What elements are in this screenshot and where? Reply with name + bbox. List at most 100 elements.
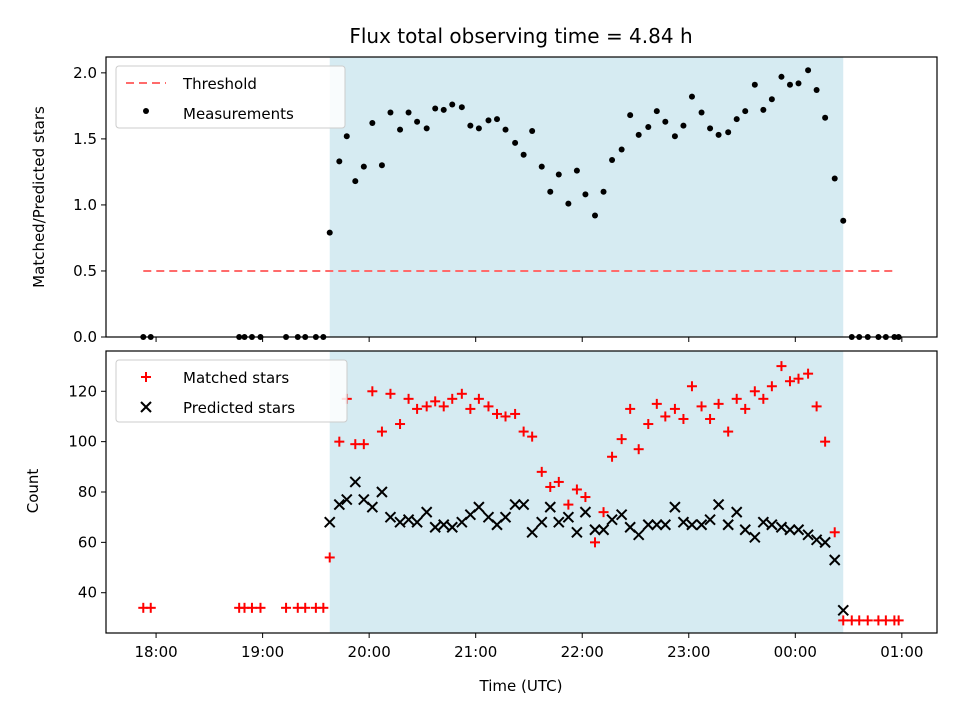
matched-star-point [563,499,574,510]
measurement-point [547,188,554,195]
measurement-point [645,124,652,130]
matched-star-point [758,393,769,404]
y-tick-label: 0.0 [73,328,97,346]
measurement-point [582,191,589,198]
measurement-point [432,105,439,112]
matched-star-point [553,476,564,487]
predicted-star-point [829,554,841,566]
matched-star-point [571,484,582,495]
measurement-point [627,112,634,119]
matched-star-point [862,615,873,626]
legend-predicted-swatch [140,401,152,413]
predicted-star-point [784,524,796,536]
measurement-point [352,178,359,185]
predicted-star-point [349,476,362,488]
y-tick-label: 120 [68,382,97,400]
predicted-star-point [642,519,654,531]
predicted-star-point [544,501,556,513]
measurement-point [831,175,838,182]
predicted-star-point [411,516,423,528]
measurement-point [502,126,509,133]
predicted-star-point [775,521,788,533]
predicted-star-point [438,519,450,531]
predicted-star-point [677,516,690,528]
y-axis-label-ratio: Matched/Predicted stars [30,106,48,288]
legend-label: Measurements [183,105,294,123]
matched-star-point [893,615,904,626]
predicted-star-point [341,493,353,506]
predicted-star-point [589,524,601,536]
measurement-point [715,131,722,138]
matched-star-point [376,426,387,437]
matched-star-point [880,615,891,626]
predicted-star-point [819,536,831,549]
matched-star-point [281,602,292,613]
matched-star-point [318,602,329,613]
matched-star-point [545,481,556,492]
matched-star-point [820,436,831,447]
measurement-point [688,93,695,100]
matched-star-point [749,386,760,397]
matched-star-point [784,376,795,387]
matched-star-point [633,444,644,455]
predicted-star-point [579,506,592,518]
x-tick-label: 21:00 [454,643,497,661]
measurement-point [378,162,385,169]
matched-star-point [518,426,529,437]
measurement-point [336,158,343,165]
matched-star-point [350,439,361,450]
measurement-point [475,125,482,132]
matched-star-point [803,368,814,379]
y-tick-label: 80 [78,483,97,501]
predicted-star-point [810,534,823,546]
measurement-point [405,109,412,116]
observing-window-band [329,351,844,633]
matched-star-point [385,388,396,399]
measurement-point [653,108,660,115]
measurement-point [555,171,562,178]
predicted-star-point [606,513,618,526]
predicted-star-point [686,519,698,531]
x-tick-label: 20:00 [348,643,391,661]
predicted-star-point [615,508,628,521]
legend-matched-swatch [141,372,151,382]
measurement-point [609,157,616,164]
matched-star-point [246,602,257,613]
matched-star-point [829,527,840,538]
measurement-point [520,151,527,158]
measurement-point [485,117,492,124]
measurement-point [698,109,705,116]
matched-star-point [483,401,494,412]
x-tick-label: 23:00 [667,643,710,661]
measurement-point [707,125,714,132]
measurement-point [822,114,829,121]
y-tick-label: 100 [68,433,97,451]
matched-star-point [403,393,414,404]
measurement-point [742,108,749,115]
measurement-point [423,125,430,132]
matched-star-point [580,492,591,503]
count-panel: 40 60 80 100 120 18:00 19:00 20:00 21:00 22:00 23:… [68,350,938,661]
predicted-star-point [526,526,538,538]
x-tick-label: 19:00 [241,643,284,661]
predicted-star-point [712,498,725,511]
predicted-star-point [659,519,672,531]
predicted-star-point [376,486,388,498]
predicted-star-point [366,501,379,513]
matched-star-point [616,434,627,445]
y-axis-label-count: Count [24,469,42,514]
predicted-star-point [553,516,565,528]
x-tick-label: 00:00 [774,643,817,661]
predicted-star-point [722,519,734,531]
matched-star-point [793,373,804,384]
x-tick-label: 18:00 [134,643,177,661]
matched-star-point [145,602,156,613]
predicted-star-point [651,519,663,531]
matched-star-point [324,552,335,563]
measurement-point [805,67,812,74]
matched-star-point [430,396,441,407]
measurement-point [760,106,767,113]
matched-star-point [590,537,601,548]
matched-star-point [598,507,609,518]
measurement-point [512,139,519,146]
